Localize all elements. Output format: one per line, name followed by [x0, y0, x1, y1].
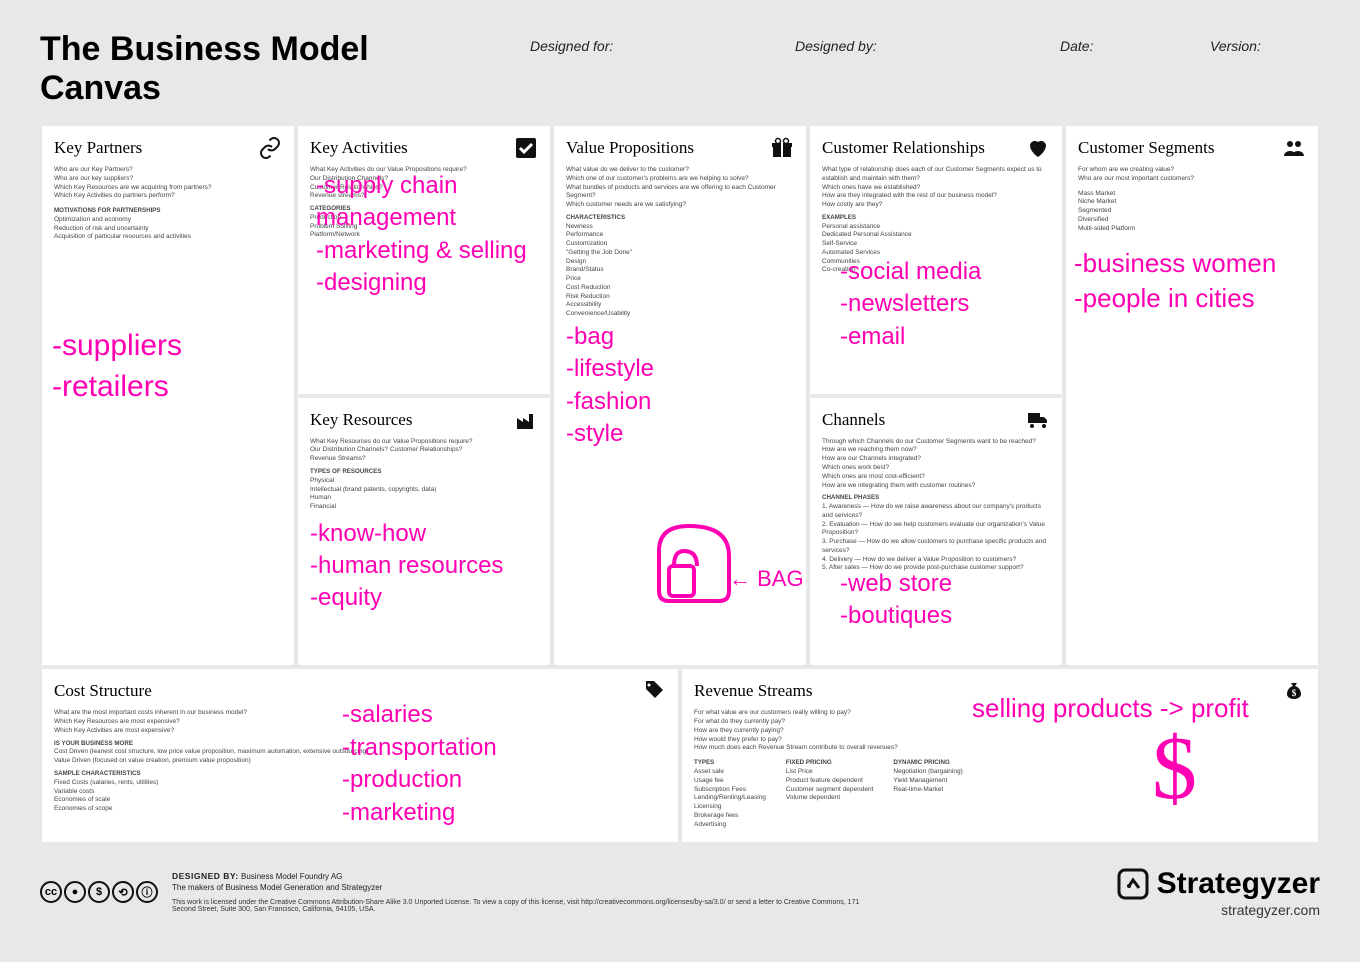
block-title: Revenue Streams [694, 681, 813, 701]
annotation: selling products -> profit [972, 691, 1249, 726]
block-title: Key Partners [54, 138, 142, 158]
logo-url: strategyzer.com [1115, 902, 1320, 918]
block-fine2: Physical Intellectual (brand patents, co… [310, 477, 538, 512]
sa-icon: $ [88, 881, 110, 903]
annotation: -social media -newsletters -email [840, 256, 981, 353]
block-key-resources: Key Resources What Key Resources do our … [296, 396, 552, 668]
block-fine: What type of relationship does each of o… [822, 166, 1050, 210]
cc-icon: cc [40, 881, 62, 903]
nd-icon: ⟲ [112, 881, 134, 903]
block-customer-relationships: Customer Relationships What type of rela… [808, 124, 1064, 396]
strategyzer-logo: Strategyzer strategyzer.com [1115, 866, 1320, 918]
fine-heading1: IS YOUR BUSINESS MORE [54, 740, 133, 747]
page-title: The Business Model Canvas [40, 30, 490, 108]
gift-icon [770, 136, 794, 160]
block-channels: Channels Through which Channels do our C… [808, 396, 1064, 668]
canvas-footer: cc ● $ ⟲ ⓘ DESIGNED BY: Business Model F… [40, 866, 1320, 918]
svg-text:$: $ [1292, 688, 1297, 698]
designed-for-label: Designed for: [530, 30, 755, 54]
block-fine: For whom are we creating value? Who are … [1078, 166, 1306, 184]
fine-heading: TYPES OF RESOURCES [310, 468, 382, 475]
fine-heading: CHANNEL PHASES [822, 494, 879, 501]
annotation: -salaries -transportation -production -m… [342, 699, 497, 829]
heart-icon [1026, 136, 1050, 160]
footer-disclaimer: This work is licensed under the Creative… [172, 899, 872, 913]
block-fine2: Mass Market Niche Market Segmented Diver… [1078, 190, 1306, 234]
col-types-heading: TYPES [694, 759, 714, 766]
tag-icon [642, 679, 666, 703]
factory-icon [514, 408, 538, 432]
by-icon: ● [64, 881, 86, 903]
block-revenue-streams: Revenue Streams $ For what value are our… [680, 667, 1320, 844]
annotation: -know-how -human resources -equity [310, 518, 503, 615]
block-fine: Who are our Key Partners? Who are our ke… [54, 166, 282, 201]
footer-sub: The makers of Business Model Generation … [172, 883, 382, 892]
business-model-canvas: Key Partners Who are our Key Partners? W… [40, 124, 1320, 844]
block-fine2: Optimization and economy Reduction of ri… [54, 216, 282, 242]
block-cost-structure: Cost Structure What are the most importa… [40, 667, 680, 844]
logo-text: Strategyzer [1157, 867, 1320, 901]
designed-by-label: Designed by: [795, 30, 1020, 54]
block-customer-segments: Customer Segments For whom are we creati… [1064, 124, 1320, 667]
annotation: -bag -lifestyle -fashion -style [566, 321, 654, 451]
check-icon [514, 136, 538, 160]
block-key-partners: Key Partners Who are our Key Partners? W… [40, 124, 296, 667]
annotation: -supply chain management -marketing & se… [316, 170, 550, 300]
bag-label: ← BAG [729, 566, 804, 592]
annotation: -web store -boutiques [840, 568, 952, 633]
block-fine2: 1. Awareness — How do we raise awareness… [822, 503, 1050, 573]
col-dyn-heading: DYNAMIC PRICING [893, 759, 949, 766]
strategyzer-mark-icon [1115, 866, 1151, 902]
block-title: Channels [822, 410, 885, 430]
canvas-header: The Business Model Canvas Designed for: … [40, 30, 1320, 108]
block-key-activities: Key Activities What Key Activities do ou… [296, 124, 552, 396]
col-types: Asset sale Usage fee Subscription Fees L… [694, 768, 766, 829]
col-fixed-heading: FIXED PRICING [786, 759, 832, 766]
cc-license-icons: cc ● $ ⟲ ⓘ [40, 881, 158, 903]
link-icon [258, 136, 282, 160]
dollar-sketch-icon: $ [1152, 724, 1197, 814]
block-title: Customer Segments [1078, 138, 1214, 158]
block-fine: What Key Resources do our Value Proposit… [310, 438, 538, 464]
footer-designed-by: Business Model Foundry AG [241, 872, 342, 881]
fine-heading2: SAMPLE CHARACTERISTICS [54, 770, 141, 777]
fine-heading: MOTIVATIONS FOR PARTNERSHIPS [54, 207, 161, 214]
block-title: Key Activities [310, 138, 408, 158]
fine-heading: EXAMPLES [822, 214, 856, 221]
date-label: Date: [1060, 30, 1170, 54]
block-fine2: Newness Performance Customization "Getti… [566, 223, 794, 319]
col-dyn: Negotiation (bargaining) Yield Managemen… [893, 768, 962, 794]
info-icon: ⓘ [136, 881, 158, 903]
block-title: Value Propositions [566, 138, 694, 158]
col-fixed: List Price Product feature dependent Cus… [786, 768, 873, 803]
block-title: Cost Structure [54, 681, 152, 701]
block-title: Customer Relationships [822, 138, 985, 158]
truck-icon [1026, 408, 1050, 432]
annotation: -business women -people in cities [1074, 246, 1276, 316]
people-icon [1282, 136, 1306, 160]
version-label: Version: [1210, 30, 1320, 54]
footer-designed-by-label: DESIGNED BY: [172, 871, 239, 881]
block-value-propositions: Value Propositions What value do we deli… [552, 124, 808, 667]
block-title: Key Resources [310, 410, 412, 430]
moneybag-icon: $ [1282, 679, 1306, 703]
block-fine: Through which Channels do our Customer S… [822, 438, 1050, 491]
annotation: -suppliers -retailers [52, 326, 182, 407]
block-fine: What value do we deliver to the customer… [566, 166, 794, 210]
fine-heading: CHARACTERISTICS [566, 214, 625, 221]
